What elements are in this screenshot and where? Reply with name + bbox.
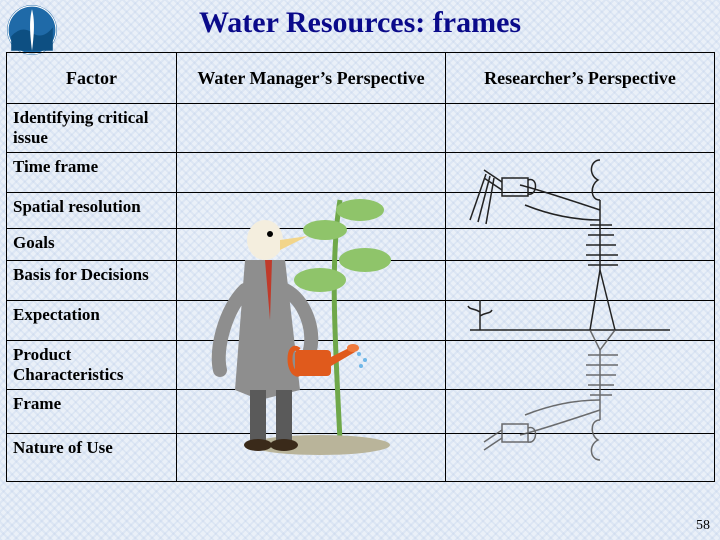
col-header-manager: Water Manager’s Perspective xyxy=(177,53,446,104)
table-row: Time frame xyxy=(7,153,715,193)
cell xyxy=(446,390,715,434)
row-label: Goals xyxy=(7,229,177,261)
cell xyxy=(177,104,446,153)
col-header-researcher: Researcher’s Perspective xyxy=(446,53,715,104)
row-label: Basis for Decisions xyxy=(7,261,177,301)
row-label: Nature of Use xyxy=(7,434,177,482)
cell xyxy=(446,193,715,229)
table-row: Nature of Use xyxy=(7,434,715,482)
cell xyxy=(177,229,446,261)
table-header-row: Factor Water Manager’s Perspective Resea… xyxy=(7,53,715,104)
row-label: Identifying critical issue xyxy=(7,104,177,153)
cell xyxy=(446,434,715,482)
table-row: Product Characteristics xyxy=(7,341,715,390)
row-label: Spatial resolution xyxy=(7,193,177,229)
cell xyxy=(177,301,446,341)
row-label: Frame xyxy=(7,390,177,434)
table-row: Identifying critical issue xyxy=(7,104,715,153)
table-row: Goals xyxy=(7,229,715,261)
cell xyxy=(446,104,715,153)
table-row: Frame xyxy=(7,390,715,434)
cell xyxy=(446,261,715,301)
cell xyxy=(177,261,446,301)
slide: Water Resources: frames Factor Water Man… xyxy=(0,0,720,540)
table-row: Spatial resolution xyxy=(7,193,715,229)
cell xyxy=(177,390,446,434)
table-row: Expectation xyxy=(7,301,715,341)
row-label: Product Characteristics xyxy=(7,341,177,390)
cell xyxy=(177,193,446,229)
page-number: 58 xyxy=(696,518,710,534)
cell xyxy=(446,229,715,261)
table-row: Basis for Decisions xyxy=(7,261,715,301)
row-label: Expectation xyxy=(7,301,177,341)
cell xyxy=(177,341,446,390)
slide-title: Water Resources: frames xyxy=(0,6,720,40)
cell xyxy=(177,153,446,193)
cell xyxy=(177,434,446,482)
comparison-table: Factor Water Manager’s Perspective Resea… xyxy=(6,52,714,482)
cell xyxy=(446,301,715,341)
row-label: Time frame xyxy=(7,153,177,193)
cell xyxy=(446,341,715,390)
col-header-factor: Factor xyxy=(7,53,177,104)
cell xyxy=(446,153,715,193)
